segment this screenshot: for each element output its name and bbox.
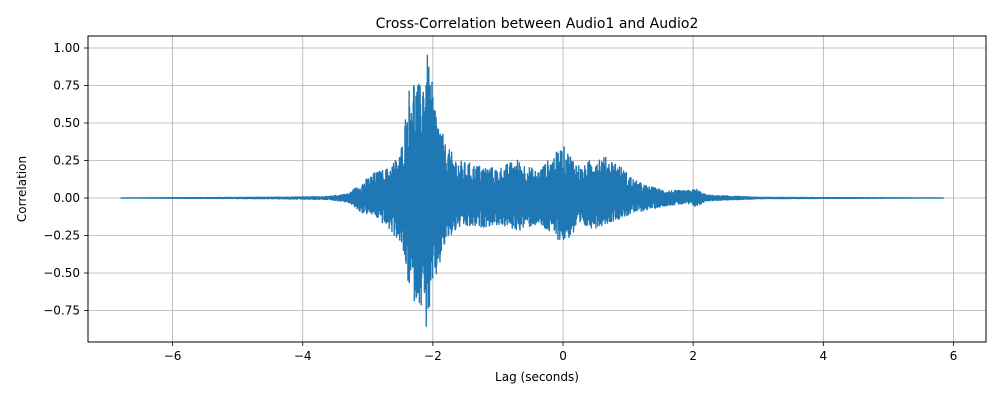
correlation-series-line bbox=[120, 54, 945, 327]
y-tick-label: −0.50 bbox=[43, 266, 80, 280]
y-tick-label: 0.50 bbox=[53, 116, 80, 130]
y-tick-label: −0.25 bbox=[43, 229, 80, 243]
x-tick-label: 4 bbox=[819, 349, 827, 363]
ticks: −6 −4 −2 0 2 4 6 −0.75 −0.50 −0.25 0.00 0.25 0.50 0.7… bbox=[43, 41, 957, 363]
y-tick-label: 0.00 bbox=[53, 191, 80, 205]
y-tick-label: 0.25 bbox=[53, 154, 80, 168]
y-tick-label: 0.75 bbox=[53, 79, 80, 93]
x-tick-label: 6 bbox=[950, 349, 958, 363]
chart-title: Cross-Correlation between Audio1 and Aud… bbox=[376, 16, 699, 32]
x-tick-label: 2 bbox=[689, 349, 697, 363]
x-tick-label: −4 bbox=[294, 349, 312, 363]
x-axis-label: Lag (seconds) bbox=[495, 370, 579, 384]
plot-area bbox=[120, 54, 945, 327]
y-tick-label: 1.00 bbox=[53, 41, 80, 55]
y-tick-label: −0.75 bbox=[43, 304, 80, 318]
y-axis-label: Correlation bbox=[15, 156, 29, 222]
x-tick-label: −2 bbox=[424, 349, 442, 363]
axes-frame bbox=[87, 35, 987, 343]
x-tick-label: 0 bbox=[559, 349, 567, 363]
x-tick-label: −6 bbox=[164, 349, 182, 363]
